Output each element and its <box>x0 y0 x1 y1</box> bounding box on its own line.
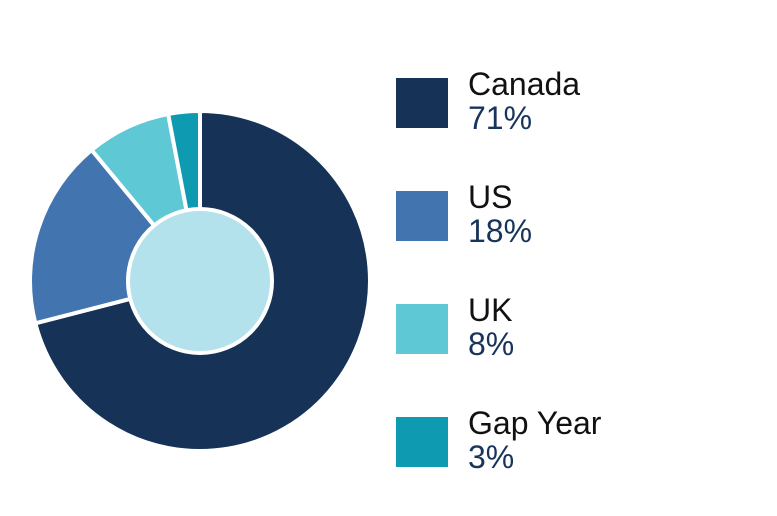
legend-value-uk: 8% <box>468 326 515 362</box>
legend-item-uk: UK 8% <box>396 292 766 372</box>
legend-item-gap-year: Gap Year 3% <box>396 405 766 485</box>
legend-label-canada: Canada <box>468 66 581 102</box>
legend-swatch-gap-year <box>396 417 448 467</box>
legend-label-gap-year: Gap Year <box>468 405 602 441</box>
legend-item-us: US 18% <box>396 179 766 259</box>
legend-label-us: US <box>468 179 513 215</box>
legend-value-gap-year: 3% <box>468 439 515 475</box>
legend-swatch-uk <box>396 304 448 354</box>
legend-label-uk: UK <box>468 292 513 328</box>
legend-item-canada: Canada 71% <box>396 66 766 146</box>
legend-swatch-canada <box>396 78 448 128</box>
legend-value-us: 18% <box>468 213 533 249</box>
legend-swatch-us <box>396 191 448 241</box>
donut-center <box>126 207 274 355</box>
legend-value-canada: 71% <box>468 100 533 136</box>
